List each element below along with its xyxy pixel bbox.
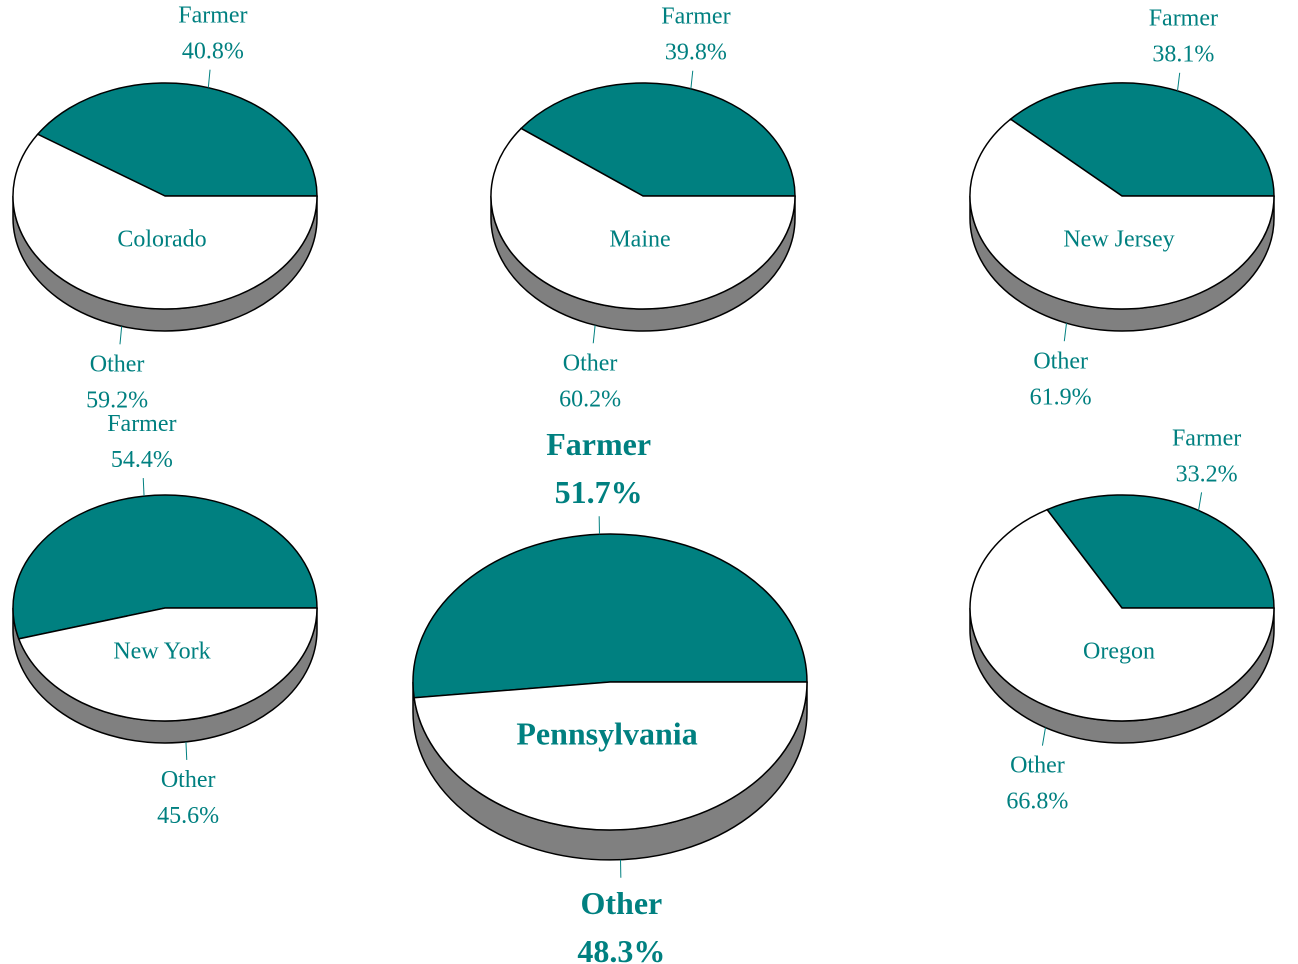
pie-slice [969,508,1275,722]
slice-label: Farmer [661,4,730,30]
value-label: 59.2% [86,387,148,413]
leader-line [1177,72,1181,91]
pie: Farmer 40.8% Other 59.2% Colorado [12,3,318,413]
value-label: 51.7% [555,474,643,510]
leader-line [690,70,694,89]
pie-slice [12,494,318,640]
pie-title: New Jersey [1063,227,1174,253]
pie-slice [12,133,318,310]
pie: Farmer 38.1% Other 61.9% New Jersey [969,6,1275,410]
pie-slice [1009,82,1275,197]
leader-line [142,478,145,497]
value-label: 39.8% [665,40,727,66]
slice-label: Farmer [178,3,247,29]
pie-slice [413,681,808,831]
value-label: 40.8% [182,39,244,65]
value-label: 66.8% [1006,789,1068,815]
value-label: 61.9% [1030,384,1092,410]
leader-line [119,326,123,345]
pie-title: Pennsylvania [516,715,697,751]
pie-slice [412,533,808,699]
value-label: 33.2% [1176,461,1238,487]
slice-label: Other [1010,753,1065,779]
pie-slice [1045,494,1275,609]
pie: Farmer 54.4% Other 45.6% New York [12,411,318,829]
value-label: 38.1% [1152,42,1214,68]
slice-label: Other [1033,348,1088,374]
pie: Farmer 39.8% Other 60.2% Maine [490,4,796,412]
pie-slice [17,607,318,722]
leader-line [185,741,188,760]
pie-slice [490,127,796,310]
pie-slice [519,82,796,197]
value-label: 48.3% [577,933,665,964]
value-label: 45.6% [157,803,219,829]
value-label: 54.4% [111,447,173,473]
pie: Farmer 51.7% Other 48.3% Pennsylvania [412,426,808,964]
slice-label: Farmer [1172,425,1241,451]
slice-label: Farmer [546,426,651,462]
pie-title: New York [113,639,210,665]
pie-title: Colorado [117,227,206,253]
slice-label: Farmer [1149,6,1218,32]
pie-title: Oregon [1083,639,1155,665]
slice-label: Farmer [107,411,176,437]
leader-line [1198,492,1203,511]
pie-slice [969,118,1275,310]
slice-label: Other [563,350,618,376]
value-label: 60.2% [559,386,621,412]
slice-label: Other [580,885,662,921]
leader-line [592,325,596,344]
slice-label: Other [90,351,145,377]
pie: Farmer 33.2% Other 66.8% Oregon [969,425,1275,815]
slice-label: Other [161,767,216,793]
leader-line [1041,727,1046,746]
leader-line [1063,323,1067,342]
leader-line [207,69,211,88]
pie-title: Maine [609,227,670,253]
